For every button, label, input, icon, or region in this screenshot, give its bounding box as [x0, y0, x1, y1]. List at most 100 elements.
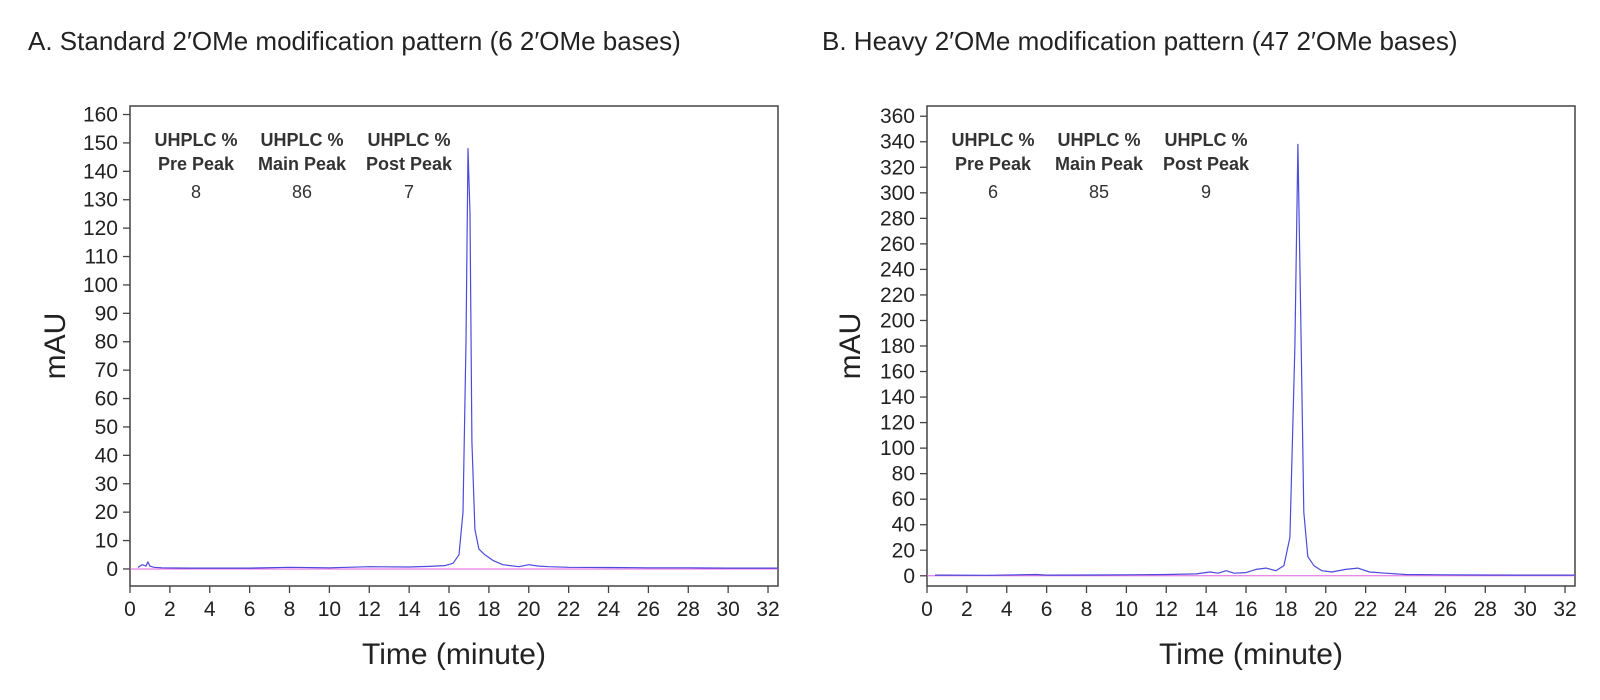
annotation-header-line2: Main Peak	[1055, 154, 1144, 174]
chromatogram-trace	[137, 148, 778, 569]
annotation-header-line1: UHPLC %	[951, 130, 1034, 150]
x-tick-label: 26	[1434, 598, 1457, 621]
annotation-header-line2: Pre Peak	[158, 154, 235, 174]
x-tick-label: 6	[1041, 598, 1053, 621]
x-tick-label: 18	[1274, 598, 1297, 621]
y-tick-label: 200	[880, 309, 915, 332]
panel-a-title: A. Standard 2′OMe modification pattern (…	[28, 26, 681, 56]
x-tick-label: 22	[1354, 598, 1377, 621]
annotation-value: 9	[1201, 182, 1211, 202]
y-tick-label: 160	[880, 361, 915, 384]
y-tick-label: 160	[83, 104, 118, 127]
annotation-header-line1: UHPLC %	[1164, 130, 1247, 150]
x-tick-label: 6	[244, 598, 256, 621]
y-tick-label: 0	[903, 565, 915, 588]
annotation-header-line1: UHPLC %	[154, 130, 237, 150]
annotation-header-line1: UHPLC %	[367, 130, 450, 150]
y-tick-label: 10	[95, 530, 118, 553]
x-tick-label: 30	[716, 598, 739, 621]
annotation-header-line1: UHPLC %	[1057, 130, 1140, 150]
x-tick-label: 32	[1553, 598, 1576, 621]
annotation-header-line1: UHPLC %	[260, 130, 343, 150]
x-tick-label: 14	[1194, 598, 1218, 621]
x-tick-label: 22	[557, 598, 580, 621]
x-axis-title: Time (minute)	[1159, 638, 1343, 671]
y-tick-label: 30	[95, 473, 118, 496]
x-tick-label: 28	[1474, 598, 1497, 621]
y-tick-label: 120	[880, 412, 915, 435]
x-axis-title: Time (minute)	[362, 638, 546, 671]
y-tick-label: 20	[892, 539, 915, 562]
y-tick-label: 140	[83, 160, 118, 183]
x-tick-label: 4	[204, 598, 216, 621]
annotation-value: 7	[404, 182, 414, 202]
x-tick-label: 24	[1394, 598, 1418, 621]
x-tick-label: 2	[164, 598, 176, 621]
y-tick-label: 220	[880, 284, 915, 307]
x-tick-label: 4	[1001, 598, 1013, 621]
y-axis-title: mAU	[834, 313, 867, 380]
y-tick-label: 300	[880, 182, 915, 205]
panel-b-title: B. Heavy 2′OMe modification pattern (47 …	[822, 26, 1458, 56]
chart-panel-b: 0 2 4 6 8 10 12 14 16 18 20 22 24 26 28 30 3202040608010…	[834, 105, 1577, 671]
annotation-header-line2: Post Peak	[366, 154, 453, 174]
x-tick-label: 14	[397, 598, 421, 621]
y-tick-label: 100	[880, 437, 915, 460]
x-tick-label: 10	[1115, 598, 1138, 621]
y-axis-title: mAU	[39, 313, 72, 380]
x-tick-label: 20	[1314, 598, 1337, 621]
y-tick-label: 80	[95, 331, 118, 354]
y-tick-label: 100	[83, 274, 118, 297]
x-tick-label: 32	[756, 598, 779, 621]
y-tick-label: 360	[880, 105, 915, 128]
y-tick-label: 150	[83, 132, 118, 155]
x-tick-label: 8	[284, 598, 296, 621]
x-tick-label: 26	[637, 598, 660, 621]
x-tick-label: 28	[677, 598, 700, 621]
plot-frame	[129, 105, 779, 587]
y-tick-label: 110	[85, 246, 118, 269]
x-tick-label: 16	[1234, 598, 1257, 621]
annotation-header-line2: Post Peak	[1163, 154, 1250, 174]
chromatogram-trace	[935, 143, 1575, 576]
y-tick-label: 320	[880, 156, 915, 179]
y-tick-label: 60	[892, 488, 915, 511]
x-tick-label: 0	[124, 598, 136, 621]
annotation-value: 8	[191, 182, 201, 202]
annotation-value: 6	[988, 182, 998, 202]
plot-frame	[926, 105, 1576, 587]
y-tick-label: 20	[95, 501, 118, 524]
x-tick-label: 2	[961, 598, 973, 621]
y-tick-label: 260	[880, 233, 915, 256]
x-tick-label: 10	[318, 598, 341, 621]
y-tick-label: 120	[83, 217, 118, 240]
x-tick-label: 20	[517, 598, 540, 621]
annotation-header-line2: Main Peak	[258, 154, 347, 174]
y-tick-label: 180	[880, 335, 915, 358]
y-tick-label: 340	[880, 131, 915, 154]
y-tick-label: 50	[95, 416, 118, 439]
y-tick-label: 70	[95, 359, 118, 382]
chart-panel-a: 0 2 4 6 8 10 12 14 16 18 20 22 24 26 28 30 3201020304050…	[39, 104, 780, 671]
y-tick-label: 90	[95, 302, 118, 325]
y-tick-label: 130	[83, 189, 118, 212]
y-tick-label: 240	[880, 258, 915, 281]
y-tick-label: 40	[892, 514, 915, 537]
x-tick-label: 12	[1155, 598, 1178, 621]
y-tick-label: 140	[880, 386, 915, 409]
x-tick-label: 18	[477, 598, 500, 621]
y-tick-label: 0	[106, 558, 118, 581]
x-tick-label: 8	[1081, 598, 1093, 621]
annotation-value: 85	[1089, 182, 1109, 202]
y-tick-label: 40	[95, 444, 118, 467]
y-tick-label: 280	[880, 207, 915, 230]
x-tick-label: 16	[437, 598, 460, 621]
y-tick-label: 80	[892, 463, 915, 486]
annotation-value: 86	[292, 182, 312, 202]
y-tick-label: 60	[95, 388, 118, 411]
x-tick-label: 30	[1513, 598, 1536, 621]
x-tick-label: 24	[597, 598, 621, 621]
annotation-header-line2: Pre Peak	[955, 154, 1032, 174]
x-tick-label: 0	[921, 598, 933, 621]
